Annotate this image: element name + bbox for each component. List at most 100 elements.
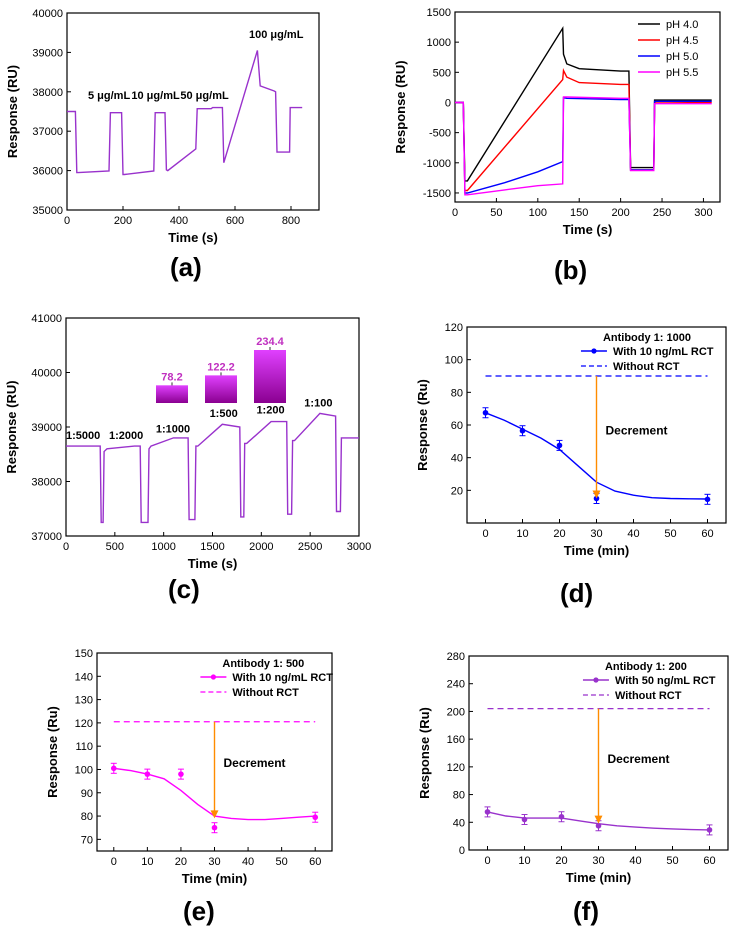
series-line — [455, 96, 712, 194]
legend-label: With 10 ng/mL RCT — [232, 672, 333, 684]
plot-frame — [66, 12, 320, 211]
x-tick-label: 60 — [701, 528, 713, 540]
x-tick-label: 30 — [590, 528, 602, 540]
data-point — [110, 765, 117, 772]
series-line — [66, 412, 359, 524]
x-tick-label: 50 — [666, 855, 678, 867]
concentration-label: 1:2000 — [109, 430, 143, 442]
inset-bar — [254, 350, 286, 403]
y-tick-label: 80 — [81, 811, 93, 823]
y-tick-label: 120 — [445, 322, 463, 334]
y-tick-label: 200 — [447, 706, 465, 718]
legend-label: With 10 ng/mL RCT — [613, 346, 714, 358]
y-tick-label: 38000 — [32, 87, 63, 99]
x-tick-label: 30 — [208, 856, 220, 868]
legend-label: pH 5.0 — [666, 51, 698, 63]
x-tick-label: 200 — [611, 207, 629, 219]
y-tick-label: 38000 — [31, 477, 62, 489]
x-tick-label: 0 — [64, 215, 70, 227]
x-tick-label: 50 — [664, 528, 676, 540]
y-axis-label: Response (Ru) — [415, 379, 430, 471]
y-tick-label: 80 — [453, 790, 465, 802]
y-tick-label: 60 — [451, 420, 463, 432]
series-line — [455, 67, 712, 192]
y-tick-label: -1500 — [423, 188, 451, 200]
y-tick-label: 20 — [451, 485, 463, 497]
data-point — [519, 427, 526, 434]
legend-label: With 50 ng/mL RCT — [615, 675, 716, 687]
data-point — [144, 771, 151, 777]
inset-bar-label: 78.2 — [161, 371, 182, 383]
y-tick-label: 39000 — [32, 47, 63, 59]
plot-area — [455, 25, 712, 196]
legend-title: Antibody 1: 500 — [222, 658, 304, 670]
legend-label: pH 4.0 — [666, 19, 698, 31]
chart-b: 0 50 100 150 200 250 300 -1500 -1000 -500 0 500 1000… — [393, 7, 721, 237]
y-tick-label: 150 — [75, 648, 93, 660]
y-axis-label: Response (RU) — [4, 380, 19, 473]
y-tick-label: 70 — [81, 834, 93, 846]
y-tick-label: -1000 — [423, 158, 451, 170]
caption-f: (f) — [573, 896, 599, 926]
y-tick-label: 120 — [75, 718, 93, 730]
y-tick-label: 280 — [447, 651, 465, 663]
y-tick-label: 40000 — [32, 8, 63, 20]
x-tick-label: 40 — [242, 856, 254, 868]
x-tick-label: 250 — [653, 207, 671, 219]
x-tick-label: 2000 — [249, 541, 273, 553]
x-tick-label: 60 — [703, 855, 715, 867]
legend-label: Without RCT — [232, 687, 299, 699]
y-tick-label: 40 — [453, 817, 465, 829]
chart-d: 0 10 20 30 40 50 60 20 40 60 80 100 120 Time (min) Res… — [415, 322, 727, 558]
chart-c: 0 500 1000 1500 2000 2500 3000 37000 38000 39000 4… — [4, 313, 371, 571]
data-point — [521, 816, 528, 823]
x-tick-label: 0 — [452, 207, 458, 219]
legend-marker — [591, 348, 597, 354]
decrement-arrow-head — [592, 490, 601, 499]
x-tick-label: 50 — [490, 207, 502, 219]
data-point — [595, 822, 602, 829]
y-tick-label: 1500 — [427, 7, 451, 19]
legend-label: pH 5.5 — [666, 67, 698, 79]
y-tick-label: 240 — [447, 679, 465, 691]
y-tick-label: 130 — [75, 695, 93, 707]
y-tick-label: 90 — [81, 788, 93, 800]
x-axis-label: Time (min) — [566, 870, 632, 885]
y-tick-label: 1000 — [427, 37, 451, 49]
data-point — [482, 409, 489, 416]
x-tick-label: 20 — [555, 855, 567, 867]
x-tick-label: 20 — [175, 856, 187, 868]
data-point — [556, 442, 563, 449]
y-tick-label: 37000 — [32, 126, 63, 138]
y-tick-label: 41000 — [31, 313, 62, 325]
decrement-label: Decrement — [606, 423, 668, 437]
x-tick-label: 3000 — [347, 541, 371, 553]
x-axis-label: Time (min) — [564, 543, 630, 558]
y-tick-label: 140 — [75, 671, 93, 683]
x-tick-label: 200 — [114, 215, 132, 227]
decrement-label: Decrement — [608, 752, 670, 766]
x-tick-label: 40 — [629, 855, 641, 867]
series-line — [67, 50, 303, 176]
plot-area — [66, 412, 359, 524]
decrement-arrow-head — [210, 810, 219, 819]
decrement-label: Decrement — [224, 756, 286, 770]
x-tick-label: 1500 — [200, 541, 224, 553]
legend-title: Antibody 1: 1000 — [603, 332, 691, 344]
legend-label: pH 4.5 — [666, 35, 698, 47]
y-tick-label: 110 — [75, 741, 93, 753]
y-tick-label: 120 — [447, 762, 465, 774]
chart-e: 0 10 20 30 40 50 60 70 80 90 100 110 120 130 140 150 Tim… — [45, 648, 333, 886]
y-axis-label: Response (Ru) — [45, 706, 60, 798]
x-tick-label: 300 — [694, 207, 712, 219]
legend-label: Without RCT — [613, 361, 680, 373]
x-tick-label: 150 — [570, 207, 588, 219]
x-tick-label: 800 — [282, 215, 300, 227]
x-tick-label: 60 — [309, 856, 321, 868]
x-tick-label: 1000 — [151, 541, 175, 553]
inset-bar — [205, 375, 237, 403]
y-tick-label: 100 — [75, 764, 93, 776]
legend-label: Without RCT — [615, 690, 682, 702]
x-tick-label: 0 — [63, 541, 69, 553]
